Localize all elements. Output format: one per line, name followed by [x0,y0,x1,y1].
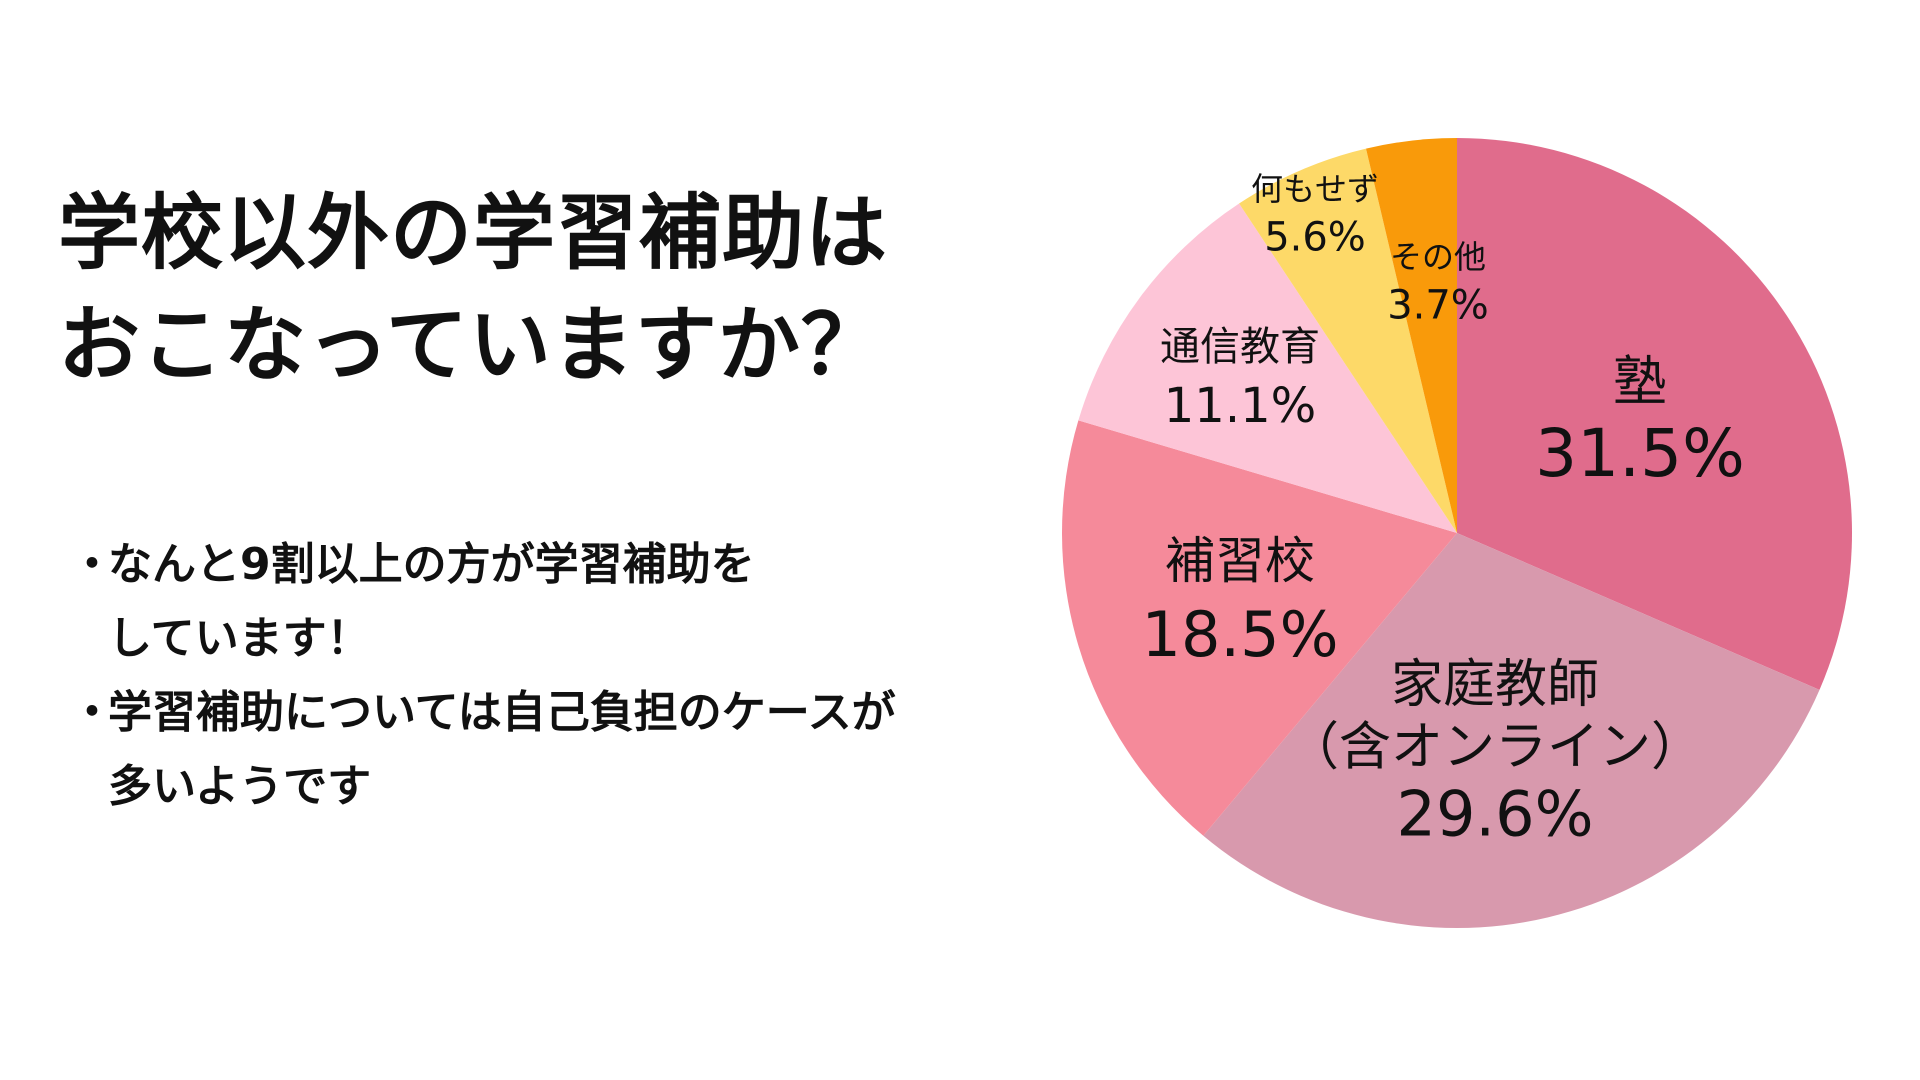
bullet-marker: ・ [70,539,114,590]
bullet-line: 多いようです [108,761,372,812]
slice-label: 何もせず [1251,170,1379,208]
pie-slice [1203,533,1820,928]
slice-label: 塾 [1613,350,1667,413]
bullet-item-2: ・ 学習補助については自己負担のケースが 多いようです [70,676,1030,824]
bullet-marker: ・ [70,687,114,738]
slice-value-label: 18.5% [1142,598,1339,671]
bullet-line: しています！ [108,613,371,664]
slice-value-label: 29.6% [1397,777,1594,850]
slice-label: 通信教育 [1160,324,1320,370]
slice-value-label: 3.7% [1387,282,1489,328]
slice-value-label: 5.6% [1264,214,1366,260]
pie-slice [1239,148,1457,533]
bullet-list: ・ なんと9割以上の方が学習補助を しています！ ・ 学習補助については自己負担… [70,528,1030,824]
pie-slices [1061,138,1852,928]
page-title: 学校以外の学習補助は おこなっていますか？ [58,178,1058,402]
bullet-item-1: ・ なんと9割以上の方が学習補助を しています！ [70,528,1030,676]
slice-label: その他 [1390,238,1486,276]
slice-value-label: 11.1% [1164,378,1316,434]
pie-slice [1366,138,1457,533]
pie-slice [1061,420,1457,836]
slice-label: 家庭教師 [1391,655,1599,715]
slice-label: 補習校 [1165,532,1315,590]
bullet-line: 学習補助については自己負担のケースが [108,687,896,738]
pie-slice [1457,138,1852,690]
slice-label: （含オンライン） [1287,718,1703,778]
title-line-1: 学校以外の学習補助は [58,186,889,281]
pie-slice [1078,203,1457,534]
bullet-line: なんと9割以上の方が学習補助を [108,539,755,590]
title-line-2: おこなっていますか？ [58,298,884,393]
slice-value-label: 31.5% [1535,415,1745,492]
pie-labels: 塾31.5% 家庭教師（含オンライン）29.6% 補習校 18.5% 通信教育 11.1%… [1142,170,1745,850]
